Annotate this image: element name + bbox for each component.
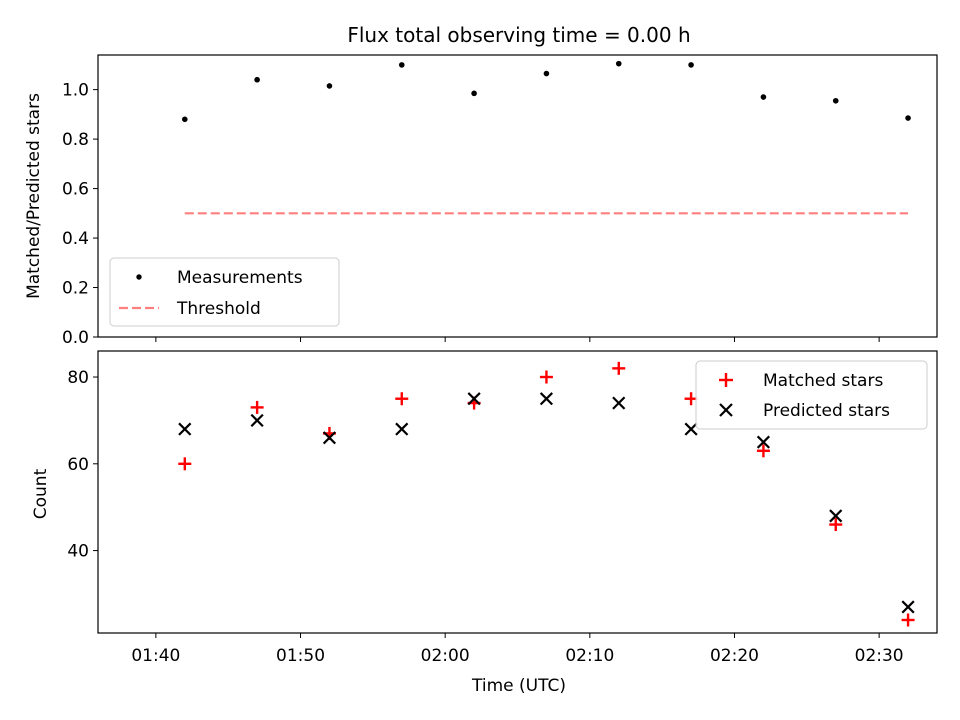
matched-star-point (539, 370, 553, 384)
legend-matched-marker (719, 373, 733, 387)
predicted-star-point (395, 422, 409, 436)
bottom-ytick-label: 40 (67, 542, 89, 562)
measurement-point (760, 94, 767, 100)
bottom-axes-frame (97, 350, 938, 634)
bottom-legend-box (695, 360, 928, 430)
matched-star-point (829, 518, 843, 532)
measurement-point (688, 62, 694, 68)
predicted-star-point (467, 392, 481, 406)
top-legend-box (109, 257, 340, 327)
bottom-xlabel: Time (UTC) (471, 676, 566, 696)
top-ytick-label: 0.4 (62, 229, 89, 249)
measurement-point (471, 90, 477, 97)
legend-predicted-label: Predicted stars (763, 401, 890, 421)
top-ytick-label: 1.0 (62, 81, 89, 101)
legend-predicted-marker (719, 403, 733, 417)
measurement-point (832, 97, 839, 104)
matched-star-point (250, 400, 264, 414)
top-ytick-label: 0.2 (62, 279, 89, 299)
legend-measurements-marker (136, 274, 142, 280)
top-axes-frame (97, 54, 938, 338)
measurement-point (398, 62, 405, 68)
legend-matched-label: Matched stars (763, 371, 883, 391)
measurement-point (615, 60, 622, 67)
matched-star-point (756, 444, 770, 458)
measurement-point (905, 115, 911, 121)
top-panel: Flux total observing time = 0.00 h Match… (24, 23, 938, 348)
matched-star-point (178, 457, 192, 471)
bottom-ytick-label: 60 (67, 455, 89, 475)
measurement-point (254, 76, 260, 83)
top-ytick-label: 0.6 (62, 180, 89, 200)
predicted-star-point (612, 396, 626, 410)
measurement-point (181, 116, 188, 123)
predicted-star-point (684, 422, 698, 436)
matched-star-point (901, 613, 915, 627)
top-ytick-label: 0.0 (62, 328, 89, 348)
measurement-point (326, 83, 333, 89)
matched-star-point (684, 392, 698, 406)
matched-star-point (395, 392, 409, 406)
bottom-ylabel: Count (31, 468, 51, 519)
bottom-xtick-label: 01:50 (276, 646, 325, 666)
predicted-star-point (250, 413, 264, 427)
predicted-star-point (322, 431, 337, 445)
bottom-xtick-label: 02:20 (710, 646, 759, 666)
top-ylabel: Matched/Predicted stars (24, 93, 44, 299)
legend-measurements-label: Measurements (177, 268, 303, 288)
predicted-star-point (901, 600, 915, 614)
top-legend: Measurements Threshold (109, 257, 340, 327)
top-ytick-label: 0.8 (62, 130, 89, 150)
bottom-xtick-label: 02:10 (565, 646, 614, 666)
predicted-star-point (539, 392, 554, 406)
bottom-xtick-label: 01:40 (131, 646, 180, 666)
top-title: Flux total observing time = 0.00 h (347, 23, 690, 47)
bottom-panel: Count Time (UTC) 40 60 80 01:40 01:50 02:00 02… (31, 350, 938, 696)
measurement-point (543, 70, 550, 77)
bottom-xtick-label: 02:30 (855, 646, 904, 666)
predicted-star-point (178, 422, 192, 436)
bottom-plot-area: 40 60 80 01:40 01:50 02:00 02:10 02:20 02:30 (67, 361, 915, 666)
top-plot-area: 0.0 0.2 0.4 0.6 0.8 1.0 (62, 60, 911, 348)
predicted-star-point (756, 435, 770, 449)
predicted-star-point (829, 509, 843, 523)
bottom-xtick-label: 02:00 (421, 646, 470, 666)
bottom-ytick-label: 80 (67, 368, 89, 388)
bottom-legend: Matched stars Predicted stars (695, 360, 928, 430)
legend-threshold-label: Threshold (176, 299, 261, 319)
matched-star-point (612, 361, 626, 375)
